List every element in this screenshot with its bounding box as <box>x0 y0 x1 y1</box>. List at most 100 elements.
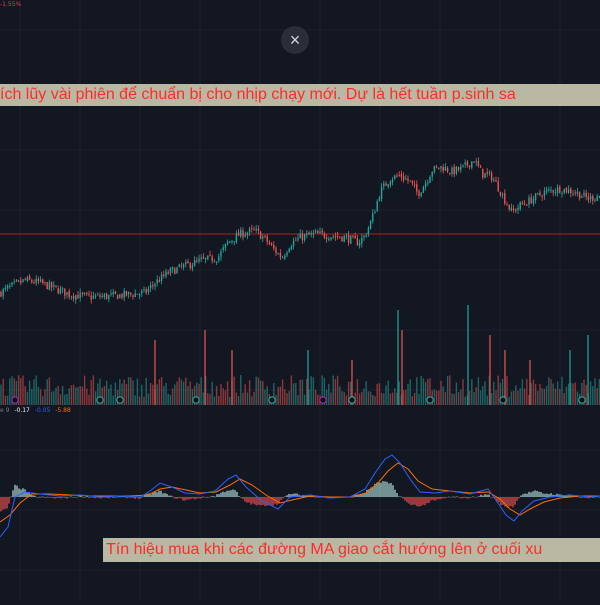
candle <box>22 278 24 283</box>
candle-body <box>204 257 207 260</box>
macd-histogram-bar <box>320 497 322 498</box>
volume-bar <box>519 388 521 405</box>
close-button[interactable]: × <box>281 26 309 54</box>
candle-body <box>176 267 178 274</box>
macd-histogram-bar <box>174 497 176 499</box>
candle <box>9 282 11 289</box>
candle-body <box>235 233 238 243</box>
macd-histogram-bar <box>294 493 296 497</box>
candle <box>477 157 480 168</box>
volume-bar <box>332 375 334 405</box>
candle-body <box>369 220 372 229</box>
candle <box>233 241 235 246</box>
macd-histogram-bar <box>376 482 378 497</box>
candle-body <box>299 233 301 239</box>
macd-histogram-bar <box>8 497 10 504</box>
candle <box>347 231 350 247</box>
candle-body <box>112 292 114 295</box>
candle-body <box>367 227 370 235</box>
macd-histogram-bar <box>118 496 120 498</box>
volume-bar <box>215 386 218 405</box>
volume-bar <box>372 394 374 405</box>
volume-bar <box>176 381 178 405</box>
macd-histogram-bar <box>206 496 208 498</box>
candle <box>341 236 343 242</box>
macd-histogram-bar <box>108 497 110 499</box>
volume-bar <box>493 381 495 405</box>
candle <box>431 171 433 181</box>
candles <box>0 157 600 304</box>
candle <box>114 290 117 295</box>
macd-histogram-bar <box>360 494 362 497</box>
macd-histogram-bar <box>230 490 232 497</box>
candle-body <box>592 195 594 201</box>
volume-bar <box>42 396 44 405</box>
candle-body <box>171 267 174 270</box>
candle <box>438 167 440 170</box>
candle-body <box>380 187 383 199</box>
candle-body <box>567 189 570 194</box>
candle <box>391 176 394 186</box>
candle <box>389 180 392 188</box>
candle <box>510 203 513 212</box>
candle <box>97 292 99 296</box>
candle <box>312 229 315 239</box>
volume-bar <box>508 396 510 405</box>
macd-histogram <box>0 481 600 512</box>
macd-histogram-bar <box>314 497 316 498</box>
candle-body <box>284 255 286 259</box>
candle-body <box>438 167 440 169</box>
candle <box>237 229 240 236</box>
volume-bar <box>156 384 158 405</box>
volume-bar <box>422 378 425 405</box>
volume-bar <box>343 392 345 405</box>
candle <box>171 266 174 274</box>
candle-body <box>167 272 169 274</box>
candle-body <box>391 179 394 183</box>
candle-body <box>28 276 31 280</box>
candle-body <box>143 289 145 291</box>
candle <box>28 273 31 281</box>
macd-histogram-bar <box>12 490 14 497</box>
candle <box>42 278 44 285</box>
candle-body <box>352 235 354 237</box>
candle <box>460 163 462 174</box>
volume-bar <box>451 393 453 405</box>
candle <box>541 194 543 201</box>
candle-body <box>44 282 46 284</box>
macd-histogram-bar <box>62 497 64 498</box>
candle-body <box>389 181 392 185</box>
volume-bar <box>442 386 444 405</box>
candle <box>125 290 128 297</box>
candle-body <box>72 295 75 299</box>
candle <box>301 230 304 244</box>
volume-bar <box>484 381 486 405</box>
volume-bar <box>367 391 370 405</box>
candle <box>532 195 535 207</box>
candle <box>251 224 253 233</box>
volume-bar <box>537 390 539 405</box>
candle-body <box>365 235 367 237</box>
macd-histogram-bar <box>56 497 58 499</box>
volume-bar <box>66 393 68 405</box>
macd-histogram-bar <box>72 497 74 498</box>
candle-body <box>169 268 172 274</box>
macd-histogram-bar <box>0 497 2 512</box>
candle-body <box>207 255 209 260</box>
candle <box>200 254 202 263</box>
volume-bar <box>385 385 387 405</box>
candle-body <box>189 262 191 268</box>
macd-histogram-bar <box>194 497 196 500</box>
candle <box>420 192 422 198</box>
macd-histogram-bar <box>244 497 246 502</box>
macd-histogram-bar <box>4 497 6 509</box>
candle <box>286 250 288 258</box>
candle-body <box>475 161 477 163</box>
macd-histogram-bar <box>154 491 156 497</box>
candle-body <box>495 180 497 182</box>
candle <box>552 189 554 197</box>
macd-histogram-bar <box>270 497 272 506</box>
signal-marker <box>499 396 507 404</box>
volume-bar <box>149 383 152 405</box>
macd-histogram-bar <box>228 490 230 497</box>
